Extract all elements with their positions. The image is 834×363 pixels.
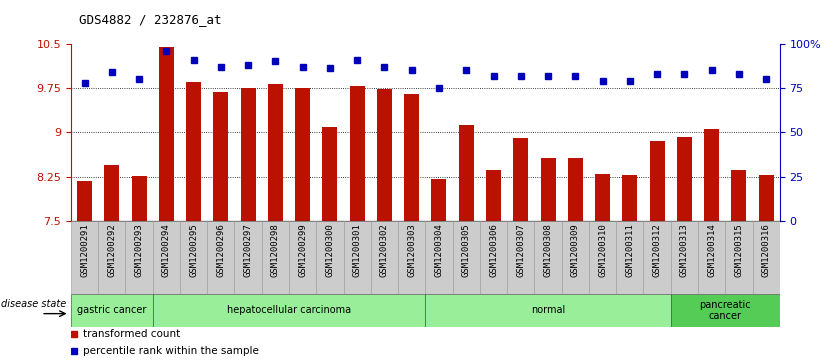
Text: GSM1200314: GSM1200314 — [707, 224, 716, 277]
Bar — [377, 89, 392, 221]
Bar — [507, 221, 535, 294]
Bar — [98, 221, 125, 294]
Text: GSM1200300: GSM1200300 — [325, 224, 334, 277]
Bar — [671, 294, 780, 327]
Bar — [513, 138, 528, 221]
Text: gastric cancer: gastric cancer — [77, 305, 147, 315]
Bar — [214, 92, 229, 221]
Text: GSM1200296: GSM1200296 — [216, 224, 225, 277]
Bar — [731, 170, 746, 221]
Bar — [132, 176, 147, 221]
Bar — [589, 221, 616, 294]
Bar — [453, 221, 480, 294]
Text: GSM1200305: GSM1200305 — [462, 224, 470, 277]
Bar — [404, 94, 420, 221]
Bar — [752, 221, 780, 294]
Text: GSM1200294: GSM1200294 — [162, 224, 171, 277]
Bar — [398, 221, 425, 294]
Bar — [371, 221, 398, 294]
Bar — [349, 86, 364, 221]
Bar — [289, 221, 316, 294]
Bar — [425, 294, 671, 327]
Text: GSM1200292: GSM1200292 — [108, 224, 116, 277]
Bar — [186, 82, 201, 221]
Text: pancreatic
cancer: pancreatic cancer — [700, 299, 751, 321]
Text: GSM1200315: GSM1200315 — [735, 224, 743, 277]
Bar — [425, 221, 453, 294]
Bar — [561, 221, 589, 294]
Bar — [726, 221, 752, 294]
Bar — [125, 221, 153, 294]
Bar — [698, 221, 726, 294]
Bar — [644, 221, 671, 294]
Bar — [180, 221, 207, 294]
Bar — [262, 221, 289, 294]
Text: GSM1200311: GSM1200311 — [626, 224, 635, 277]
Bar — [704, 129, 719, 221]
Text: GSM1200293: GSM1200293 — [134, 224, 143, 277]
Bar — [316, 221, 344, 294]
Text: GSM1200298: GSM1200298 — [271, 224, 280, 277]
Bar — [671, 221, 698, 294]
Bar — [677, 137, 692, 221]
Bar — [104, 165, 119, 221]
Text: disease state: disease state — [2, 299, 67, 309]
Text: GSM1200304: GSM1200304 — [435, 224, 444, 277]
Bar — [153, 294, 425, 327]
Text: GSM1200303: GSM1200303 — [407, 224, 416, 277]
Bar — [241, 88, 255, 221]
Bar — [431, 179, 446, 221]
Bar — [568, 158, 583, 221]
Text: GDS4882 / 232876_at: GDS4882 / 232876_at — [79, 13, 222, 26]
Bar — [323, 127, 338, 221]
Text: GSM1200308: GSM1200308 — [544, 224, 553, 277]
Text: GSM1200316: GSM1200316 — [761, 224, 771, 277]
Bar — [158, 46, 173, 221]
Text: GSM1200301: GSM1200301 — [353, 224, 362, 277]
Bar — [650, 141, 665, 221]
Text: GSM1200302: GSM1200302 — [380, 224, 389, 277]
Bar — [153, 221, 180, 294]
Bar — [344, 221, 371, 294]
Bar — [268, 84, 283, 221]
Bar — [535, 221, 561, 294]
Bar — [622, 175, 637, 221]
Text: GSM1200307: GSM1200307 — [516, 224, 525, 277]
Text: GSM1200313: GSM1200313 — [680, 224, 689, 277]
Text: percentile rank within the sample: percentile rank within the sample — [83, 346, 259, 356]
Text: GSM1200295: GSM1200295 — [189, 224, 198, 277]
Text: GSM1200309: GSM1200309 — [570, 224, 580, 277]
Bar — [71, 221, 98, 294]
Bar — [71, 294, 153, 327]
Bar — [486, 170, 501, 221]
Bar — [759, 175, 774, 221]
Bar — [295, 88, 310, 221]
Text: transformed count: transformed count — [83, 329, 180, 339]
Bar — [480, 221, 507, 294]
Text: hepatocellular carcinoma: hepatocellular carcinoma — [227, 305, 351, 315]
Text: normal: normal — [531, 305, 565, 315]
Bar — [459, 125, 474, 221]
Text: GSM1200297: GSM1200297 — [244, 224, 253, 277]
Text: GSM1200291: GSM1200291 — [80, 224, 89, 277]
Text: GSM1200312: GSM1200312 — [652, 224, 661, 277]
Bar — [77, 180, 92, 221]
Text: GSM1200306: GSM1200306 — [489, 224, 498, 277]
Text: GSM1200310: GSM1200310 — [598, 224, 607, 277]
Bar — [616, 221, 644, 294]
Bar — [595, 174, 610, 221]
Text: GSM1200299: GSM1200299 — [298, 224, 307, 277]
Bar — [234, 221, 262, 294]
Bar — [207, 221, 234, 294]
Bar — [540, 158, 555, 221]
